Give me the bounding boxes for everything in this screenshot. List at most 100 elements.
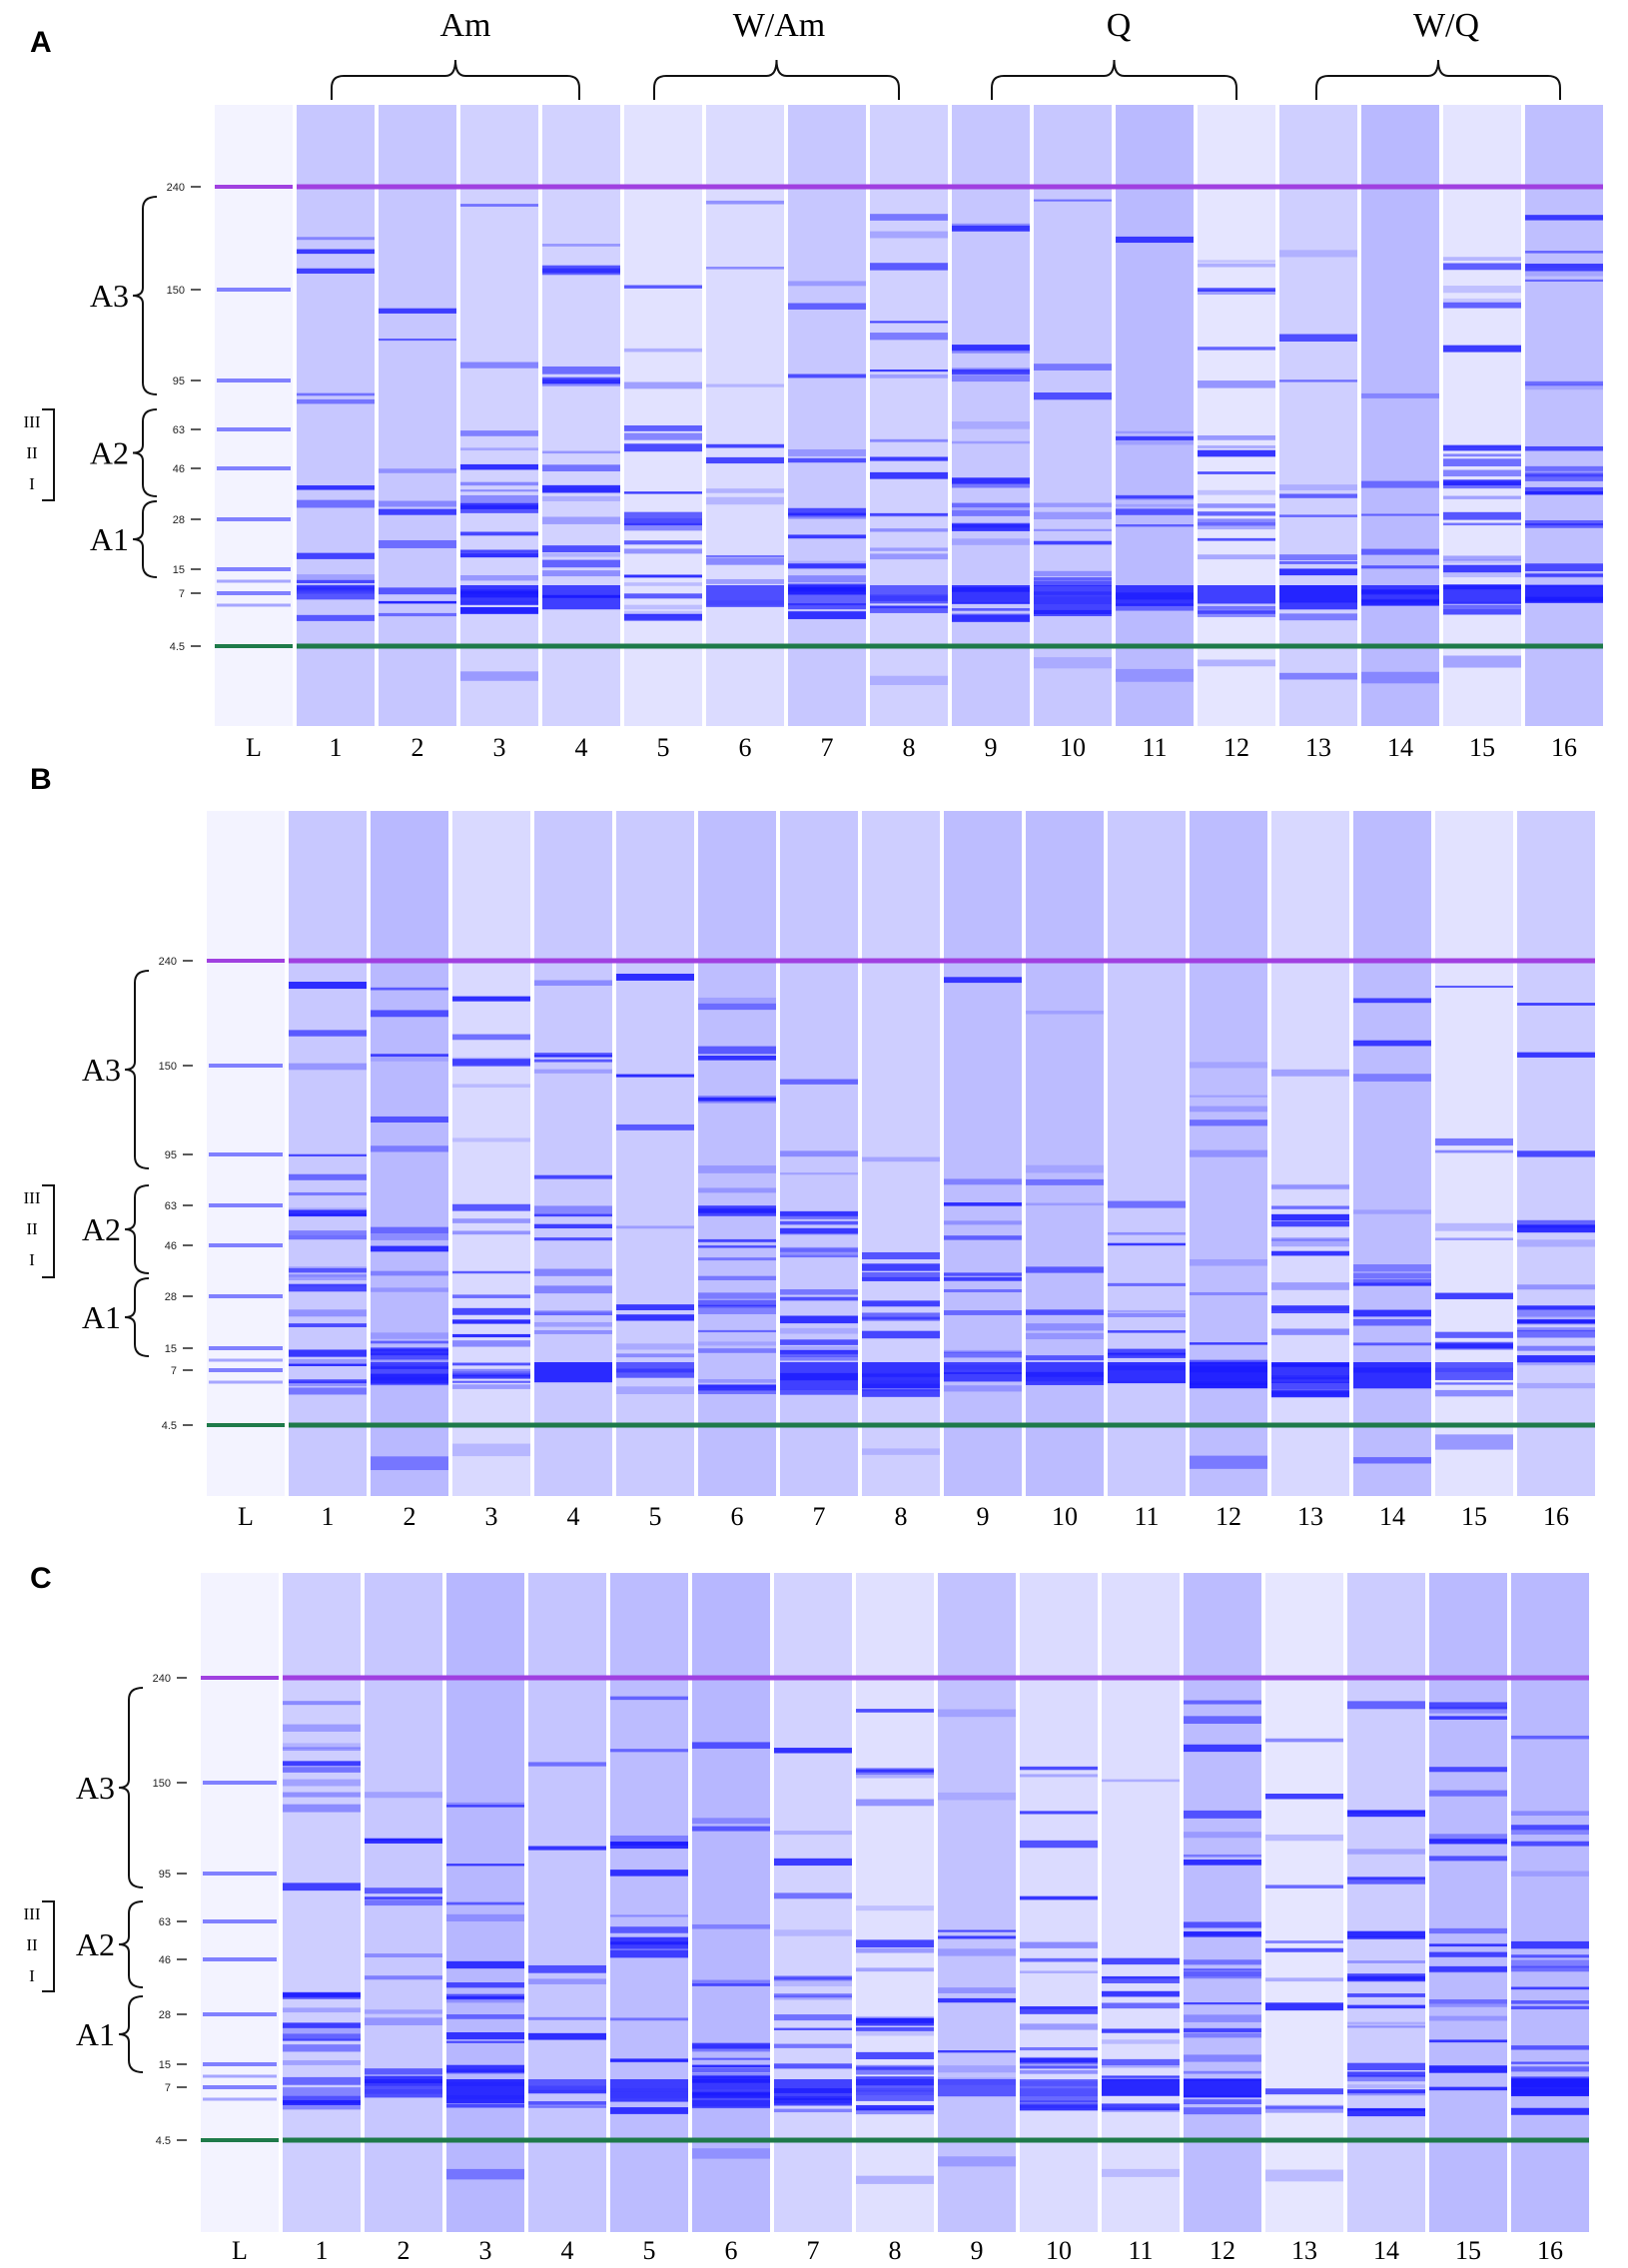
sample-band: [1511, 1871, 1589, 1877]
sample-band: [534, 1321, 612, 1327]
size-marker-label: 28: [159, 2009, 171, 2021]
sample-band: [534, 1237, 612, 1241]
sample-band: [1271, 1205, 1349, 1209]
lane-background: [460, 105, 538, 726]
sample-band: [870, 438, 948, 442]
sample-band: [1034, 657, 1112, 669]
sample-band: [1279, 554, 1357, 561]
sample-band: [1034, 585, 1112, 614]
sample-band: [856, 2066, 934, 2075]
lane-label-number: 14: [1379, 1502, 1405, 1531]
sample-band: [1102, 2002, 1180, 2009]
upper-marker-line: [289, 958, 1595, 964]
sample-band: [610, 2079, 688, 2102]
sample-band: [1517, 1284, 1595, 1290]
sample-band: [460, 362, 538, 369]
sample-band: [1435, 1341, 1513, 1350]
lane-background: [534, 811, 612, 1496]
subregion-label: III: [24, 412, 41, 431]
ladder-band: [217, 567, 291, 571]
sample-band: [1020, 1766, 1098, 1771]
sample-band: [542, 545, 620, 553]
sample-band: [534, 1213, 612, 1217]
sample-band: [610, 1842, 688, 1850]
sample-band: [452, 1319, 530, 1324]
sample-band: [862, 1156, 940, 1162]
sample-band: [1184, 1810, 1261, 1819]
sample-band: [788, 512, 866, 519]
sample-lane: [283, 1573, 361, 2232]
sample-band: [624, 574, 702, 578]
lane-background: [1435, 811, 1513, 1496]
sample-lane: [1347, 1573, 1425, 2232]
sample-band: [1116, 503, 1194, 507]
sample-band: [1265, 1738, 1343, 1743]
region-label: A2: [76, 1926, 115, 1962]
sample-band: [1184, 2032, 1261, 2038]
sample-band: [1198, 449, 1275, 457]
sample-band: [534, 1174, 612, 1179]
sample-band: [1429, 1706, 1507, 1714]
sample-band: [610, 1914, 688, 1917]
sample-band: [870, 605, 948, 609]
size-marker-label: 7: [171, 1365, 177, 1377]
sample-band: [1429, 1965, 1507, 1972]
sample-band: [1271, 1376, 1349, 1383]
sample-band: [938, 1997, 1016, 2003]
sample-band: [856, 1939, 934, 1948]
sample-band: [1102, 1990, 1180, 1996]
sample-band: [780, 1362, 858, 1390]
sample-band: [1353, 1309, 1431, 1317]
sample-band: [1517, 1355, 1595, 1363]
sample-band: [542, 450, 620, 454]
sample-band: [1525, 563, 1603, 571]
sample-band: [780, 1231, 858, 1235]
sample-band: [1279, 568, 1357, 576]
sample-lane: [534, 811, 612, 1496]
sample-band: [452, 1340, 530, 1347]
sample-band: [1271, 1389, 1349, 1398]
lane-background: [201, 1573, 279, 2232]
lane-label-number: 4: [567, 1502, 580, 1531]
sample-band: [624, 348, 702, 353]
sample-band: [698, 1378, 776, 1383]
sample-lane: [624, 105, 702, 726]
sample-band: [1108, 1362, 1186, 1384]
sample-band: [289, 1030, 367, 1037]
sample-band: [692, 1826, 770, 1832]
lane-label-number: 12: [1216, 1502, 1241, 1531]
sample-band: [1279, 514, 1357, 517]
sample-band: [952, 349, 1030, 354]
sample-band: [528, 1978, 606, 1984]
sample-band: [371, 1145, 448, 1152]
sample-band: [610, 1936, 688, 1945]
sample-band: [1353, 998, 1431, 1004]
sample-band: [379, 508, 456, 515]
lane-label-number: 4: [561, 2236, 574, 2265]
size-marker-label: 63: [173, 424, 185, 436]
sample-band: [856, 2017, 934, 2023]
sample-band: [856, 2079, 934, 2101]
sample-band: [1511, 1940, 1589, 1949]
sample-band: [542, 487, 620, 492]
sample-band: [1435, 1382, 1513, 1385]
sample-band: [1198, 603, 1275, 610]
sample-band: [788, 563, 866, 569]
region-bracket: [132, 500, 158, 578]
lane-label-ladder: L: [232, 2236, 248, 2265]
ladder-lower-marker: [201, 2138, 279, 2142]
sample-band: [460, 553, 538, 558]
sample-band: [1034, 511, 1112, 519]
lane-background: [371, 811, 448, 1496]
sample-band: [698, 1097, 776, 1102]
ladder-band: [209, 1152, 283, 1156]
sample-band: [1443, 286, 1521, 294]
ladder-band: [217, 579, 291, 583]
ladder-band: [217, 427, 291, 431]
sample-band: [1102, 2103, 1180, 2111]
sample-band: [371, 1348, 448, 1352]
sample-band: [1517, 1150, 1595, 1157]
sample-band: [460, 608, 538, 613]
lane-label-number: 4: [575, 733, 588, 762]
sample-band: [1198, 518, 1275, 526]
